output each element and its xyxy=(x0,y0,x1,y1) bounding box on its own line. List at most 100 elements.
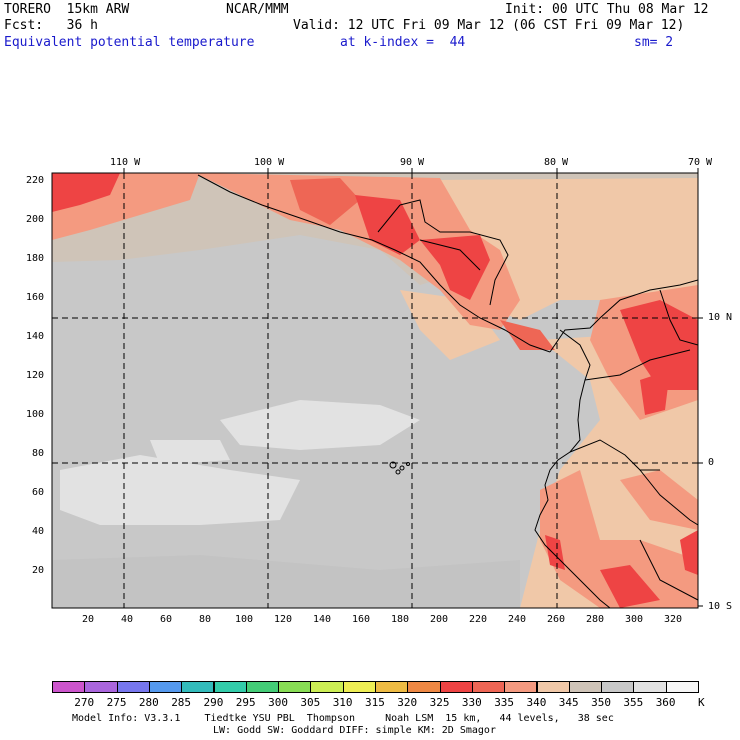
border-guatemala xyxy=(377,204,401,233)
color-scale-label: 280 xyxy=(138,696,159,709)
x-tick: 160 xyxy=(352,614,371,625)
valid-time: Valid: 12 UTC Fri 09 Mar 12 (06 CST Fri … xyxy=(293,18,685,33)
plot-frame xyxy=(51,172,699,609)
y-tick: 180 xyxy=(26,253,45,264)
y-tick: 100 xyxy=(26,409,45,420)
border-peru-brazil xyxy=(639,469,698,526)
lat-label-0: 0 xyxy=(708,457,715,468)
color-scale-label: 330 xyxy=(461,696,482,709)
color-scale-swatch xyxy=(116,681,150,693)
coastline-panama xyxy=(549,279,698,353)
salmon-peru xyxy=(540,470,698,608)
y-tick: 220 xyxy=(26,175,45,186)
color-scale-label: 355 xyxy=(623,696,644,709)
color-scale-label: 325 xyxy=(429,696,450,709)
color-scale-label: 350 xyxy=(591,696,611,709)
border-peru-bolivia xyxy=(639,539,698,601)
color-scale-swatch xyxy=(665,681,699,693)
x-tick: 60 xyxy=(160,614,173,625)
red-peru-coast xyxy=(545,535,565,570)
color-scale-label: 335 xyxy=(494,696,515,709)
color-scale-swatch xyxy=(407,681,441,693)
border-honduras xyxy=(419,239,481,271)
y-tick: 20 xyxy=(32,565,45,576)
x-tick: 200 xyxy=(430,614,449,625)
color-scale-label: 305 xyxy=(300,696,321,709)
init-time: Init: 00 UTC Thu 08 Mar 12 xyxy=(505,2,709,17)
y-tick: 200 xyxy=(26,214,45,225)
smoothing-label: sm= 2 xyxy=(634,35,674,50)
color-scale-label: 295 xyxy=(235,696,256,709)
color-scale-label: 360 xyxy=(655,696,676,709)
model-info-line1: Model Info: V3.3.1 Tiedtke YSU PBL Thomp… xyxy=(72,713,614,724)
color-scale-label: 320 xyxy=(397,696,418,709)
color-scale-swatch xyxy=(84,681,118,693)
color-scale-swatch xyxy=(310,681,344,693)
x-tick: 280 xyxy=(586,614,605,625)
color-scale-swatch xyxy=(536,681,570,693)
field-name: Equivalent potential temperature xyxy=(4,35,255,50)
border-ecuador-peru xyxy=(569,439,660,471)
level-label: at k-index = 44 xyxy=(340,35,466,50)
lat-label-10s: 10 S xyxy=(708,601,733,612)
border-colombia-ecuador xyxy=(584,349,691,381)
org-label: NCAR/MMM xyxy=(226,2,289,17)
model-title: TORERO 15km ARW xyxy=(4,2,130,17)
red-andes xyxy=(640,370,670,415)
color-scale-swatch xyxy=(375,681,409,693)
color-scale-swatch xyxy=(52,681,86,693)
salmon-peru-2 xyxy=(620,470,698,530)
lon-label-100w: 100 W xyxy=(254,157,285,168)
y-tick: 60 xyxy=(32,487,45,498)
color-scale-swatch xyxy=(601,681,635,693)
salmon-mexico xyxy=(195,173,520,330)
color-scale-swatch xyxy=(504,681,538,693)
y-tick: 120 xyxy=(26,370,45,381)
color-scale-label: 310 xyxy=(332,696,353,709)
color-scale-label: 285 xyxy=(171,696,192,709)
red-northwest xyxy=(52,173,120,212)
color-scale-label: 315 xyxy=(365,696,385,709)
pale-region-3 xyxy=(150,440,230,465)
border-venezuela xyxy=(659,289,698,346)
color-scale-swatch xyxy=(342,681,376,693)
x-tick: 40 xyxy=(121,614,134,625)
x-tick: 180 xyxy=(391,614,410,625)
color-scale-swatch xyxy=(633,681,667,693)
x-tick: 260 xyxy=(547,614,566,625)
color-scale-label: 300 xyxy=(268,696,288,709)
color-scale-label: 345 xyxy=(558,696,579,709)
x-tick: 300 xyxy=(625,614,644,625)
color-scale-label: 290 xyxy=(203,696,224,709)
color-scale-swatch xyxy=(148,681,183,693)
color-scale-swatch xyxy=(568,681,603,693)
x-tick: 240 xyxy=(508,614,527,625)
color-scale-swatch xyxy=(278,681,312,693)
lon-label-110w: 110 W xyxy=(110,157,141,168)
lon-label-70w: 70 W xyxy=(688,157,713,168)
y-tick: 40 xyxy=(32,526,45,537)
color-scale-swatch xyxy=(439,681,473,693)
x-tick: 140 xyxy=(313,614,332,625)
lon-label-80w: 80 W xyxy=(544,157,569,168)
y-tick: 80 xyxy=(32,448,45,459)
lon-label-90w: 90 W xyxy=(400,157,425,168)
y-tick: 160 xyxy=(26,292,45,303)
color-scale-swatch xyxy=(245,681,280,693)
pale-region-1 xyxy=(60,455,300,525)
darker-ocean-1 xyxy=(52,555,520,608)
pale-region-2 xyxy=(220,400,420,450)
x-tick: 120 xyxy=(274,614,293,625)
color-scale-label: 340 xyxy=(526,696,547,709)
red-honduras xyxy=(420,235,490,300)
x-tick: 80 xyxy=(199,614,212,625)
color-scale-swatch xyxy=(471,681,506,693)
lat-label-10n: 10 N xyxy=(708,312,733,323)
red-peru xyxy=(600,565,660,608)
x-tick: 20 xyxy=(82,614,95,625)
x-tick: 220 xyxy=(469,614,488,625)
forecast-hour: Fcst: 36 h xyxy=(4,18,98,33)
red-mexico-1 xyxy=(290,178,360,225)
color-scale-swatch xyxy=(181,681,215,693)
